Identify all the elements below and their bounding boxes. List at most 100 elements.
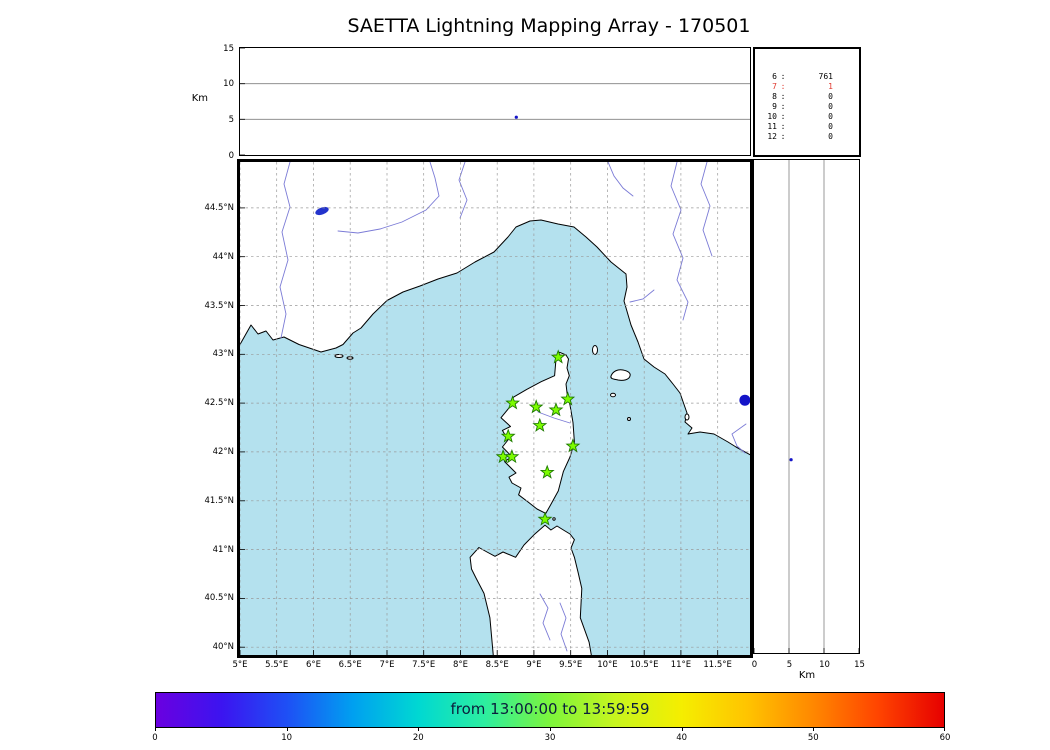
altitude-latitude-plot-area [754, 160, 859, 653]
right-xtick-label: 5 [786, 660, 793, 670]
right-xtick-label: 10 [819, 660, 830, 670]
lat-tick-label: 40°N [212, 642, 234, 653]
right-panel-xtick-labels: 0 5 10 15 [752, 660, 865, 672]
river [700, 162, 713, 257]
lon-tick-label: 7.5°E [412, 660, 436, 670]
lon-tick-label: 9°E [526, 660, 542, 670]
lon-tick-label: 6.5°E [338, 660, 362, 670]
station-count-text: : [780, 82, 786, 91]
lma-station-marker [500, 428, 516, 443]
river [537, 411, 571, 424]
colorbar-tick-label: 60 [939, 733, 951, 743]
river [670, 162, 689, 321]
mainland-coast [240, 162, 750, 456]
station-count-row: 12: 0 [755, 132, 859, 142]
map-gridlines [240, 162, 750, 655]
rivers-and-lakes [279, 162, 747, 652]
station-count-row: 10: 0 [755, 112, 859, 122]
lon-tick-label: 10°E [597, 660, 618, 670]
station-count-panel: 6: 761 7: 1 8: 0 9: 0 10: 0 11: 0 12: 0 [753, 47, 861, 157]
altitude-longitude-panel [238, 47, 751, 156]
station-count-text: 0 [828, 132, 833, 141]
station-count-text: 1 [828, 82, 833, 91]
station-count-row: 8: 0 [755, 92, 859, 102]
top-ytick-label: 10 [223, 79, 234, 90]
colorbar-tick-label: 0 [152, 733, 158, 743]
station-count-text: : [780, 102, 786, 111]
montecristo-island [627, 417, 631, 421]
lma-station-marker [560, 391, 576, 406]
top-panel-ytick-labels: 0 5 10 15 [204, 44, 236, 161]
lightning-source [514, 115, 518, 119]
lat-tick-label: 43°N [212, 349, 234, 360]
lon-tick-label: 5°E [232, 660, 248, 670]
lon-tick-label: 8.5°E [485, 660, 509, 670]
hyeres-island-1 [334, 354, 344, 358]
colorbar-tick [550, 728, 551, 731]
lma-station-marker [548, 402, 564, 417]
river [337, 162, 440, 234]
colorbar-tick [681, 728, 683, 731]
lma-station-marker [505, 395, 521, 410]
lon-tick-label: 9.5°E [559, 660, 583, 670]
lma-station-marker [550, 349, 566, 364]
lat-tick-label: 40.5°N [204, 593, 234, 604]
colorbar-tick-labels: 0 10 20 30 40 50 60 [152, 733, 950, 743]
altitude-longitude-plot-area [239, 48, 750, 155]
colorbar-label: from 13:00:00 to 13:59:59 [450, 700, 650, 718]
lma-station-marker [528, 399, 544, 414]
station-count-text: : [780, 92, 786, 101]
lon-tick-label: 10.5°E [629, 660, 659, 670]
lat-tick-label: 44.5°N [204, 202, 234, 213]
station-count-row: 6: 761 [755, 72, 859, 82]
map-panel [237, 159, 753, 658]
station-count-text: 0 [828, 102, 833, 111]
station-count-row: 7: 1 [755, 82, 859, 92]
lat-tick-label: 41.5°N [204, 495, 234, 506]
river [731, 423, 747, 454]
river [607, 162, 634, 197]
lat-tick-labels: 44.5°N 44°N 43.5°N 43°N 42.5°N 42°N 41.5°N 41°N… [156, 162, 236, 655]
lat-tick-label: 44°N [212, 251, 234, 262]
lightning-source [739, 394, 750, 406]
station-count-row: 9: 0 [755, 102, 859, 112]
lavezzi-island [552, 517, 556, 521]
lat-tick-label: 43.5°N [204, 300, 234, 311]
colorbar-tick [155, 728, 156, 731]
giglio-island [684, 413, 690, 421]
station-count-text: : [780, 122, 786, 131]
top-ytick-label: 15 [223, 43, 234, 54]
colorbar-tick-label: 30 [544, 733, 556, 743]
station-count-text: : [780, 132, 786, 141]
station-count-text: 6 [772, 72, 777, 81]
colorbar-tick-label: 20 [412, 733, 424, 743]
lightning-source [789, 458, 793, 462]
hyeres-island-2 [346, 356, 354, 360]
lon-tick-label: 11°E [670, 660, 692, 670]
map-markers [495, 349, 750, 526]
station-count-text: 0 [828, 92, 833, 101]
time-colorbar: from 13:00:00 to 13:59:59 [155, 692, 945, 728]
lon-tick-label: 11.5°E [703, 660, 732, 670]
top-ytick-label: 0 [228, 150, 234, 161]
colorbar-tick [813, 728, 815, 731]
lma-station-marker [532, 417, 548, 432]
lon-tick-label: 5.5°E [265, 660, 289, 670]
lat-tick-label: 42°N [212, 446, 234, 457]
station-count-text: 0 [828, 112, 833, 121]
station-count-text: 8 [772, 92, 777, 101]
station-count-text: 0 [828, 122, 833, 131]
altitude-latitude-panel [753, 159, 860, 654]
station-count-text: 11 [767, 122, 777, 131]
lon-tick-label: 8°E [452, 660, 468, 670]
lon-tick-labels: 5°E 5.5°E 6°E 6.5°E 7°E 7.5°E 8°E 8.5°E 9°E 9.5°E… [232, 660, 750, 672]
right-xtick-label: 15 [854, 660, 865, 670]
station-count-text: 10 [767, 112, 777, 121]
station-count-text: 9 [772, 102, 777, 111]
station-count-text: 761 [818, 72, 833, 81]
colorbar-tick-label: 10 [281, 733, 293, 743]
river [458, 162, 468, 219]
capraia-island [592, 345, 598, 355]
station-count-text: : [780, 72, 786, 81]
